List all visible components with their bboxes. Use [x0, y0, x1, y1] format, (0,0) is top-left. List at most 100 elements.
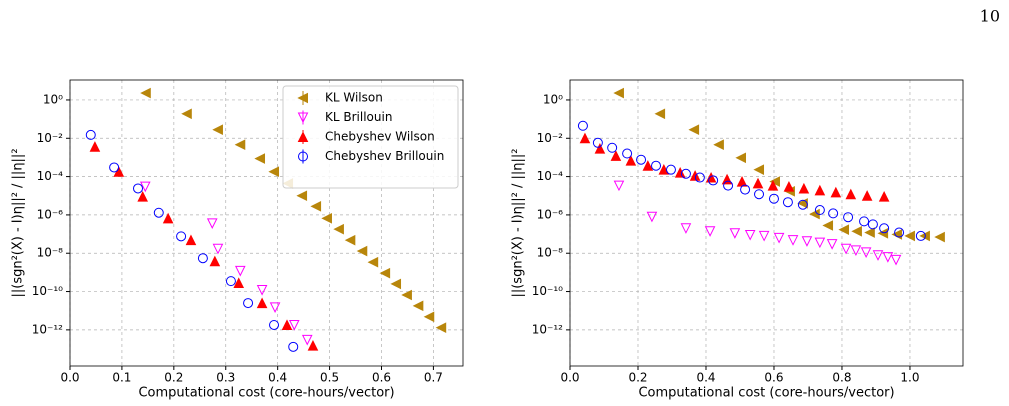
data-point [209, 255, 221, 267]
x-tick-label: 0.7 [424, 371, 443, 385]
data-point [721, 173, 733, 185]
data-point [797, 199, 808, 210]
data-point [333, 223, 344, 235]
data-point [783, 180, 795, 192]
data-point [773, 232, 785, 244]
data-point [864, 227, 875, 238]
data-point [133, 183, 144, 194]
y-tick-label: 10⁰ [543, 92, 563, 106]
data-point [625, 155, 637, 166]
legend-label: Chebyshev Brillouin [325, 149, 444, 163]
data-point [139, 181, 151, 193]
data-point [610, 150, 622, 161]
data-point [713, 139, 724, 151]
y-tick-label: 10⁻⁴ [37, 169, 64, 183]
data-point [744, 229, 756, 241]
data-point [782, 197, 793, 208]
data-point [890, 254, 902, 266]
legend-box [282, 85, 459, 189]
data-point [845, 188, 857, 200]
y-tick-label: 10⁻⁶ [537, 207, 564, 221]
data-point [708, 175, 719, 186]
y-tick-label: 10⁻² [37, 131, 64, 145]
legend-marker [297, 112, 309, 124]
data-point [390, 278, 402, 290]
data-point [176, 231, 187, 242]
data-point [212, 243, 224, 255]
data-point [828, 208, 839, 219]
data-point [89, 141, 101, 152]
page-number: 10 [980, 7, 1000, 26]
x-tick-label: 0.0 [560, 371, 579, 385]
data-point [723, 180, 734, 191]
data-point [225, 276, 236, 287]
data-point [401, 289, 412, 301]
data-point [367, 256, 379, 268]
data-point [579, 132, 591, 144]
y-tick-label: 10⁻¹⁰ [32, 284, 63, 298]
data-point [642, 160, 654, 171]
data-point [814, 205, 825, 216]
data-point [680, 223, 692, 234]
y-axis-label: ||(sgn²(X) - I)η||² / ||η||² [511, 148, 526, 297]
legend-marker [297, 131, 309, 142]
data-point [197, 253, 208, 264]
y-tick-label: 10⁻⁶ [37, 207, 64, 221]
data-point [310, 201, 322, 212]
data-point [636, 154, 647, 165]
x-axis-label: Computational cost (core-hours/vector) [638, 386, 894, 401]
data-point [234, 139, 246, 151]
data-point [705, 171, 717, 183]
y-tick-label: 10⁻⁸ [37, 246, 64, 260]
data-point [243, 298, 254, 309]
data-point [891, 229, 903, 240]
data-point [301, 334, 313, 346]
data-point [729, 228, 741, 239]
data-point [758, 230, 770, 242]
data-point [423, 311, 435, 323]
y-tick-label: 10⁻⁸ [537, 246, 564, 260]
data-point [704, 226, 716, 237]
data-point [850, 245, 862, 257]
data-point [838, 224, 850, 235]
data-point [356, 245, 368, 257]
data-point [613, 180, 625, 192]
data-point [234, 265, 246, 277]
plot-frame [569, 79, 964, 367]
x-tick-label: 0.2 [628, 371, 647, 385]
data-point [934, 231, 945, 243]
x-tick-label: 0.2 [164, 371, 183, 385]
data-point [281, 319, 293, 330]
y-axis-label: ||(sgn²(X) - I)η||² / ||η||² [11, 148, 26, 297]
data-point [882, 252, 894, 263]
data-point [879, 223, 890, 234]
data-point [826, 239, 838, 250]
data-point [665, 164, 676, 175]
data-point [680, 168, 691, 179]
data-point [592, 137, 603, 148]
data-point [577, 120, 588, 131]
data-point [878, 191, 890, 202]
data-point [181, 108, 192, 120]
y-tick-label: 10⁻¹² [32, 322, 63, 336]
data-point [288, 319, 300, 331]
data-point [622, 148, 633, 159]
x-tick-label: 0.4 [696, 371, 715, 385]
data-point [860, 247, 872, 259]
data-point [256, 297, 268, 309]
data-point [861, 190, 873, 201]
data-point [894, 227, 905, 238]
data-point [840, 243, 852, 255]
data-point [768, 193, 779, 204]
y-tick-label: 10⁻¹² [532, 322, 563, 336]
data-point [613, 87, 624, 99]
data-point [767, 179, 779, 191]
data-point [904, 230, 915, 242]
data-point [344, 234, 356, 246]
x-tick-label: 0.6 [764, 371, 783, 385]
data-point [843, 212, 854, 223]
data-point [801, 236, 813, 247]
data-point [268, 166, 280, 178]
data-point [735, 152, 747, 164]
data-point [798, 182, 810, 194]
